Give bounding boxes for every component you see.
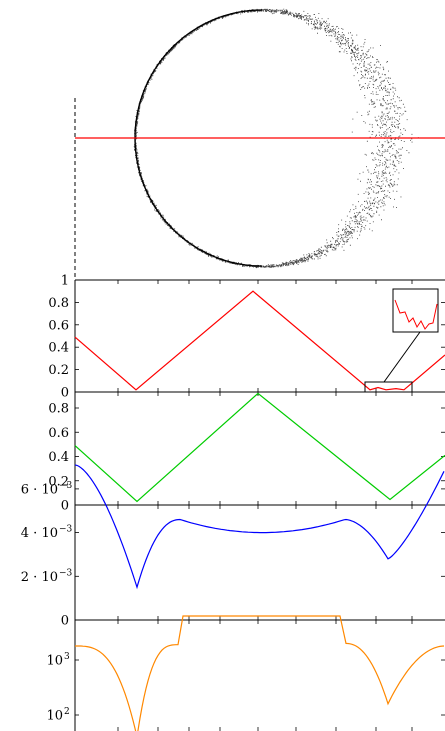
p1-inset-line (394, 299, 438, 330)
p1-ytick-label: 1 (61, 274, 69, 289)
p1-ytick-label: 0.6 (48, 318, 69, 333)
p1-inset-box (392, 288, 439, 333)
p1-zoom-box (364, 381, 413, 393)
p4-ytick-label: 10 (46, 654, 63, 669)
p3-ytick-label: 0 (61, 614, 69, 629)
p1-ytick-label: 0.8 (48, 296, 69, 311)
p3-ytick-label: 2 · 10 (21, 570, 58, 585)
p3-series-line (74, 464, 445, 590)
p4-ytick-label-exp: 2 (64, 707, 70, 717)
p1-zoom-connector (383, 331, 421, 383)
p3-ytick-label: 6 · 10 (21, 482, 58, 497)
p1-series-line (74, 290, 445, 391)
p2-ytick-label: 0.8 (48, 402, 69, 417)
p4-series-line (75, 615, 445, 731)
panel-blue-line: 02 · 10 −34 · 10 −36 · 10 −3 (21, 464, 445, 629)
p2-ytick-label: 0.2 (48, 474, 69, 489)
p4-ytick-label: 10 (46, 709, 63, 724)
panel-green-line: 0 0.2 0.4 0.6 0.8 (48, 391, 445, 514)
p1-ytick-label: 0.2 (48, 363, 69, 378)
panel-red-line: 0 0.2 0.4 0.6 0.8 1 (48, 274, 445, 401)
p3-ytick-label-exp: −3 (59, 481, 73, 491)
p2-ytick-label: 0 (61, 499, 69, 514)
p1-ytick-label: 0 (61, 386, 69, 401)
p3-ytick-label-exp: −3 (59, 525, 73, 535)
p4-ytick-label-exp: 3 (64, 652, 70, 662)
p2-series-line (74, 392, 445, 503)
ring-scatter-panel (74, 8, 445, 278)
p2-ytick-label: 0.4 (48, 450, 69, 465)
p1-ytick-label: 0.4 (48, 341, 69, 356)
p3-ytick-label-exp: −3 (59, 568, 73, 578)
p3-ytick-label: 4 · 10 (21, 526, 58, 541)
p2-ytick-label: 0.6 (48, 426, 69, 441)
